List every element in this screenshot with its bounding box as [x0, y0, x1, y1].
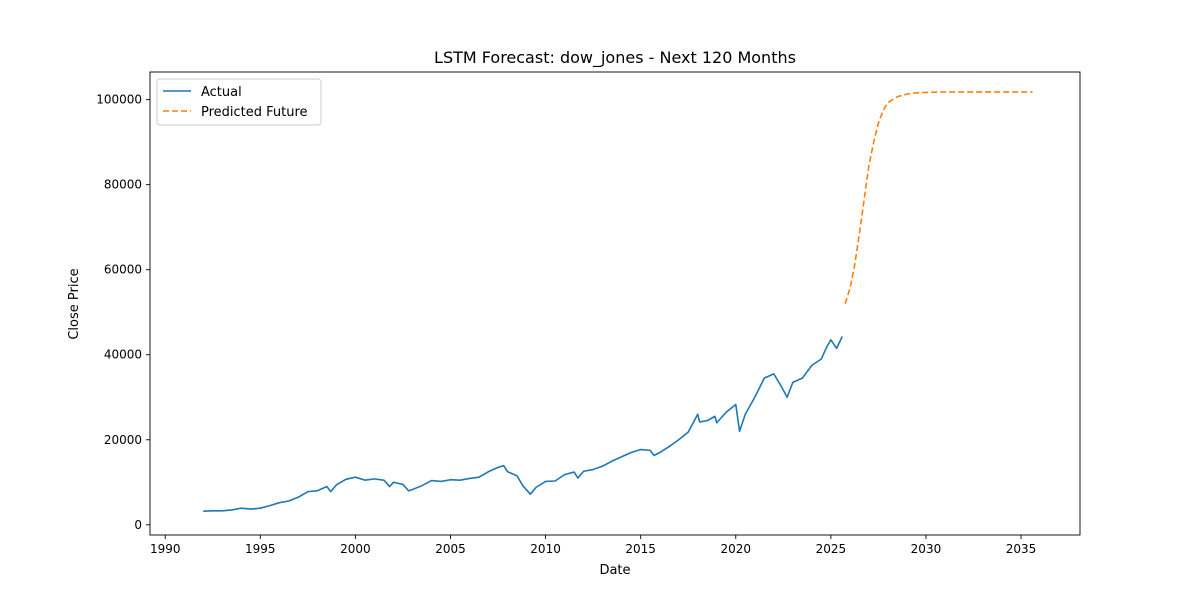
x-tick-label: 2035	[1006, 542, 1037, 556]
x-tick-label: 2000	[340, 542, 371, 556]
x-axis-title: Date	[599, 563, 630, 578]
plot-area: 1990 1995 2000 2005 2010 2015 2020 2025 2030 2035…	[96, 71, 1081, 556]
y-tick-label: 0	[134, 518, 142, 532]
plot-frame	[149, 71, 1081, 536]
y-tick-label: 100000	[96, 93, 142, 107]
x-tick-label: 2015	[625, 542, 656, 556]
x-tick-label: 2005	[435, 542, 466, 556]
series-line-actual	[203, 336, 843, 512]
y-tick-label: 40000	[104, 348, 142, 362]
y-axis-title: Close Price	[67, 268, 82, 339]
chart-title: LSTM Forecast: dow_jones - Next 120 Mont…	[434, 48, 796, 68]
x-tick-label: 2025	[816, 542, 847, 556]
x-tick-label: 1995	[245, 542, 276, 556]
series-line-predicted-future	[844, 91, 1033, 304]
legend-box	[156, 78, 322, 126]
y-tick-label: 60000	[104, 263, 142, 277]
y-tick-label: 20000	[104, 433, 142, 447]
legend-label: Actual	[201, 85, 242, 100]
y-tick-label: 80000	[104, 178, 142, 192]
x-tick-label: 2010	[530, 542, 561, 556]
legend: Actual Predicted Future	[156, 78, 322, 126]
x-tick-label: 2030	[911, 542, 942, 556]
x-tick-label: 2020	[720, 542, 751, 556]
legend-label: Predicted Future	[201, 105, 308, 120]
x-tick-label: 1990	[150, 542, 181, 556]
